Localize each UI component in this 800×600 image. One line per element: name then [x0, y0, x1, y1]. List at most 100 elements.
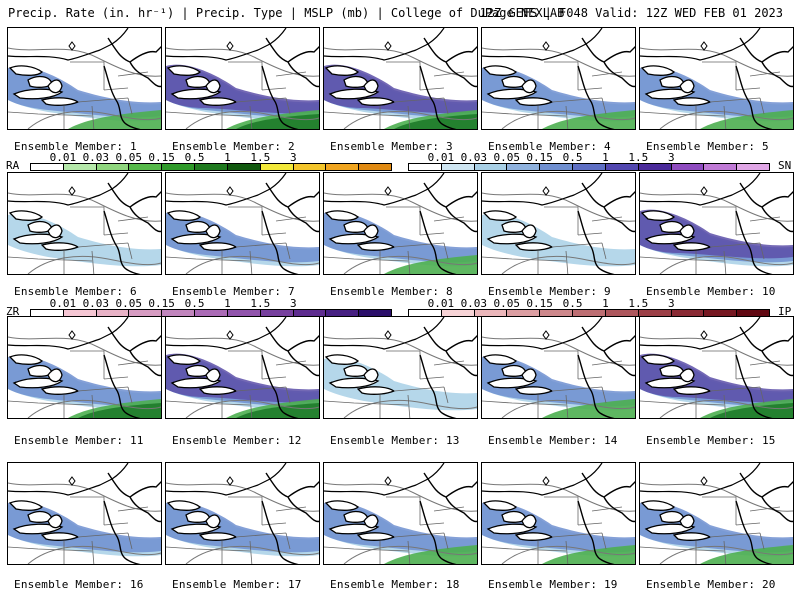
ensemble-member-label: Ensemble Member: 9 — [488, 285, 611, 298]
rain-legend: 0.01 0.03 0.05 0.15 0.5 1 1.5 3 — [30, 151, 392, 175]
state-borders — [166, 496, 307, 564]
precip-map — [640, 173, 793, 274]
diamond-marker — [700, 330, 708, 340]
country-border — [482, 28, 603, 61]
legend-color-bin — [737, 310, 769, 316]
diamond-marker — [542, 186, 550, 196]
ensemble-member-label: Ensemble Member: 10 — [646, 285, 776, 298]
ensemble-panel-2 — [165, 27, 320, 130]
great-lake — [205, 368, 221, 383]
coastline — [103, 37, 161, 129]
country-border — [166, 28, 287, 61]
diamond-marker — [384, 330, 392, 340]
country-border — [482, 317, 603, 350]
ensemble-panel-4 — [481, 27, 636, 130]
isobar — [27, 255, 161, 274]
precip-map — [324, 173, 477, 274]
precip-map — [8, 463, 161, 564]
coastline — [261, 326, 319, 418]
legend-tick-label: 0.03 — [82, 151, 110, 164]
isobar — [640, 336, 793, 366]
country-border — [640, 28, 761, 61]
isobar — [185, 545, 319, 564]
country-border — [482, 173, 603, 206]
great-lake — [514, 242, 554, 251]
legend-tick-label: 0.05 — [115, 151, 142, 164]
legend-tick-label: 1.5 — [628, 151, 649, 164]
country-border — [324, 463, 445, 496]
great-lake — [486, 88, 538, 100]
legend-tick-label: 0.01 — [427, 297, 455, 310]
great-lake — [356, 97, 396, 106]
legend-color-bin — [227, 164, 261, 170]
diamond-marker — [226, 41, 234, 51]
ensemble-panel-15 — [639, 316, 794, 419]
rain-area — [700, 110, 793, 129]
diamond-marker — [226, 330, 234, 340]
legend-color-bin — [162, 310, 196, 316]
great-lake — [482, 65, 517, 76]
great-lake — [644, 88, 696, 100]
ensemble-panel-8 — [323, 172, 478, 275]
isobar — [482, 192, 635, 222]
legend-color-bin — [474, 164, 508, 170]
great-lake — [8, 354, 43, 365]
isobar — [659, 255, 793, 274]
legend-tick-label: 3 — [667, 297, 675, 310]
ensemble-member-label: Ensemble Member: 17 — [172, 578, 302, 591]
great-lake — [356, 242, 396, 251]
state-borders — [166, 61, 307, 129]
state-borders — [324, 61, 465, 129]
isobar — [8, 482, 161, 512]
coastline — [261, 472, 319, 564]
coastline — [103, 326, 161, 418]
great-lake — [328, 377, 380, 389]
legend-tick-label: 0.05 — [115, 297, 142, 310]
ensemble-member-label: Ensemble Member: 4 — [488, 140, 611, 153]
ensemble-panel-12 — [165, 316, 320, 419]
great-lake — [486, 523, 538, 535]
legend-tick-label: 0.5 — [562, 297, 583, 310]
great-lake — [324, 500, 359, 511]
sleet-legend-tag: IP — [778, 305, 792, 318]
great-lake — [198, 386, 238, 395]
legend-color-bin — [96, 164, 130, 170]
great-lake — [640, 210, 675, 221]
isobar — [501, 545, 635, 564]
ensemble-panel-5 — [639, 27, 794, 130]
legend-color-bin — [474, 310, 508, 316]
ensemble-panel-16 — [7, 462, 162, 565]
great-lake — [324, 65, 359, 76]
coastline — [577, 37, 635, 129]
legend-color-bin — [671, 310, 705, 316]
ensemble-member-label: Ensemble Member: 20 — [646, 578, 776, 591]
great-lake — [12, 377, 64, 389]
precip-map — [482, 173, 635, 274]
isobar — [324, 336, 477, 366]
legend-color-bin — [162, 164, 196, 170]
rain-area — [700, 545, 793, 564]
state-borders — [640, 350, 781, 418]
rain-area — [78, 403, 161, 418]
precip-map — [8, 28, 161, 129]
ensemble-member-label: Ensemble Member: 16 — [14, 578, 144, 591]
legend-tick-label: 0.15 — [148, 151, 175, 164]
legend-color-bin — [63, 310, 97, 316]
legend-color-bar — [408, 309, 770, 317]
great-lake — [644, 377, 696, 389]
legend-color-bin — [63, 164, 97, 170]
diamond-marker — [700, 476, 708, 486]
great-lake — [644, 523, 696, 535]
isobar — [343, 255, 477, 274]
country-border — [640, 463, 761, 496]
coastline — [577, 472, 635, 564]
isobar — [166, 482, 319, 512]
legend-color-bin — [638, 310, 672, 316]
diamond-marker — [542, 41, 550, 51]
great-lake — [640, 354, 675, 365]
great-lake — [12, 233, 64, 245]
great-lake — [486, 377, 538, 389]
legend-color-bin — [260, 164, 294, 170]
country-border — [8, 463, 129, 496]
great-lake — [482, 210, 517, 221]
